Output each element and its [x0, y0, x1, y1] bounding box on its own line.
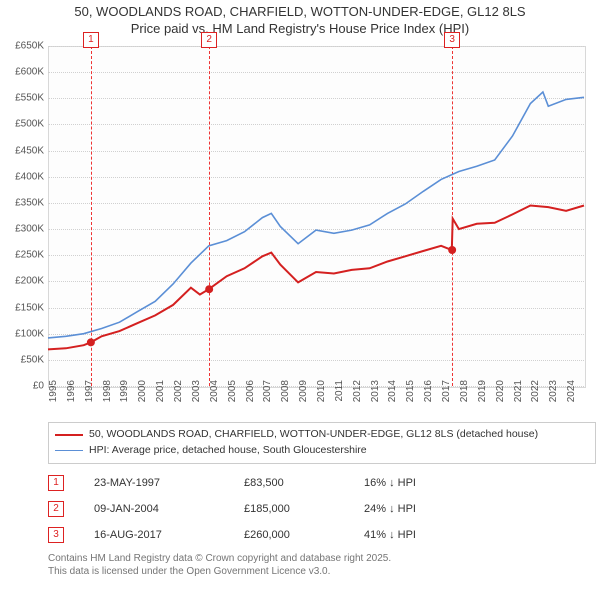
footer-attribution: Contains HM Land Registry data © Crown c… [48, 552, 391, 578]
series-hpi [48, 92, 584, 338]
y-tick-label: £300K [0, 224, 44, 235]
marker-dot [87, 338, 95, 346]
transaction-date: 23-MAY-1997 [94, 477, 244, 489]
transaction-diff: 41% ↓ HPI [364, 529, 484, 541]
chart-area: £0£50K£100K£150K£200K£250K£300K£350K£400… [48, 46, 584, 386]
chart-container: 50, WOODLANDS ROAD, CHARFIELD, WOTTON-UN… [0, 0, 600, 590]
title-line1: 50, WOODLANDS ROAD, CHARFIELD, WOTTON-UN… [0, 4, 600, 21]
transaction-row: 3 16-AUG-2017£260,00041% ↓ HPI [48, 522, 484, 548]
transaction-diff: 16% ↓ HPI [364, 477, 484, 489]
transactions-table: 1 23-MAY-1997£83,50016% ↓ HPI 2 09-JAN-2004… [48, 470, 484, 548]
y-tick-label: £600K [0, 67, 44, 78]
footer-line1: Contains HM Land Registry data © Crown c… [48, 552, 391, 565]
transaction-row: 2 09-JAN-2004£185,00024% ↓ HPI [48, 496, 484, 522]
transaction-price: £260,000 [244, 529, 364, 541]
transaction-price: £83,500 [244, 477, 364, 489]
transaction-marker: 1 [48, 475, 64, 491]
y-tick-label: £150K [0, 302, 44, 313]
legend-row: HPI: Average price, detached house, Sout… [55, 443, 589, 459]
transaction-date: 16-AUG-2017 [94, 529, 244, 541]
series-price_paid [48, 206, 584, 350]
transaction-marker: 3 [48, 527, 64, 543]
marker-dot [448, 246, 456, 254]
legend: 50, WOODLANDS ROAD, CHARFIELD, WOTTON-UN… [48, 422, 596, 464]
y-tick-label: £250K [0, 250, 44, 261]
y-tick-label: £50K [0, 354, 44, 365]
y-tick-label: £650K [0, 41, 44, 52]
y-tick-label: £200K [0, 276, 44, 287]
footer-line2: This data is licensed under the Open Gov… [48, 565, 391, 578]
legend-swatch [55, 450, 83, 451]
transaction-row: 1 23-MAY-1997£83,50016% ↓ HPI [48, 470, 484, 496]
y-tick-label: £550K [0, 93, 44, 104]
legend-swatch [55, 434, 83, 436]
y-tick-label: £400K [0, 171, 44, 182]
line-series [48, 46, 584, 386]
y-tick-label: £100K [0, 328, 44, 339]
transaction-diff: 24% ↓ HPI [364, 503, 484, 515]
transaction-marker: 2 [48, 501, 64, 517]
marker-dot [205, 285, 213, 293]
y-tick-label: £500K [0, 119, 44, 130]
y-tick-label: £0 [0, 381, 44, 392]
legend-row: 50, WOODLANDS ROAD, CHARFIELD, WOTTON-UN… [55, 427, 589, 443]
y-tick-label: £350K [0, 197, 44, 208]
transaction-date: 09-JAN-2004 [94, 503, 244, 515]
legend-label: HPI: Average price, detached house, Sout… [89, 443, 367, 459]
y-tick-label: £450K [0, 145, 44, 156]
transaction-price: £185,000 [244, 503, 364, 515]
legend-label: 50, WOODLANDS ROAD, CHARFIELD, WOTTON-UN… [89, 427, 538, 443]
